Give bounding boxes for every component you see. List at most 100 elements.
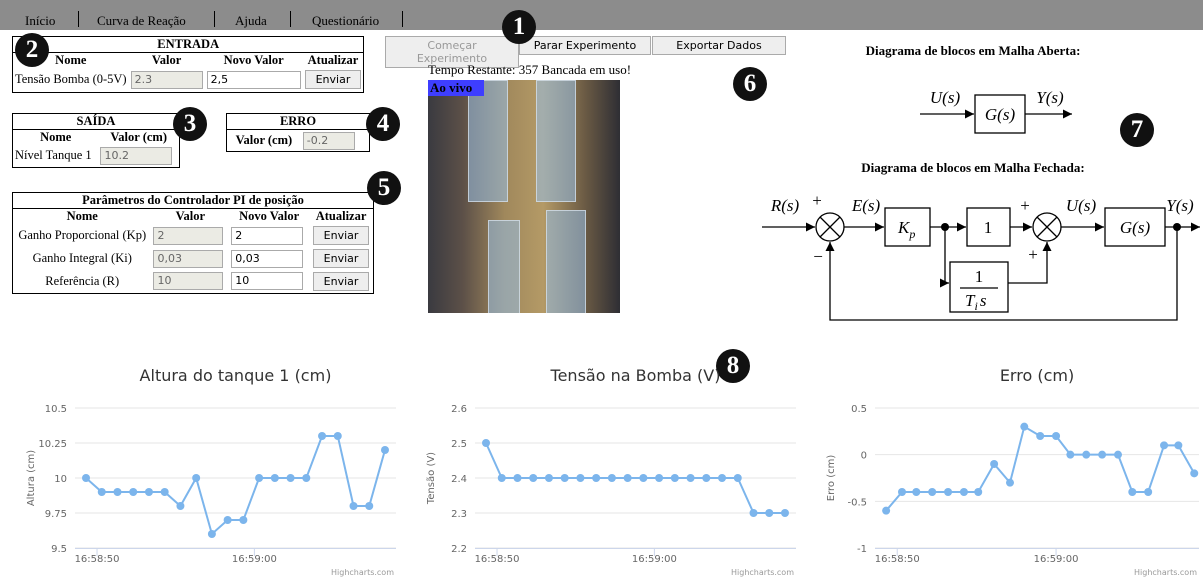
x-tick-label: 16:59:00: [632, 554, 677, 565]
x-tick-label: 16:59:00: [232, 554, 277, 565]
point: [576, 474, 584, 482]
page: Bancada { "menu": ["Início", "Curva de R…: [0, 0, 1203, 580]
value-field: 2: [153, 227, 223, 245]
header: Novo Valor: [229, 209, 309, 225]
video-detail: [536, 80, 576, 202]
value-field: 10.2: [100, 147, 172, 165]
branch-path: [945, 227, 949, 283]
status-message: Bancada em uso!: [542, 62, 632, 77]
header: Nome: [13, 209, 152, 225]
point: [145, 488, 153, 496]
point: [176, 502, 184, 510]
chart-title: Altura do tanque 1 (cm): [140, 366, 332, 385]
header: Novo Valor: [205, 53, 303, 69]
point: [734, 474, 742, 482]
table-title: ENTRADA: [13, 37, 364, 53]
point: [350, 502, 358, 510]
y-axis-title: Tensão (V): [426, 452, 437, 505]
header: Atualizar: [309, 209, 373, 225]
point: [671, 474, 679, 482]
send-button[interactable]: Enviar: [313, 226, 370, 245]
y-tick-label: 2.4: [451, 474, 467, 485]
point: [687, 474, 695, 482]
menu-item[interactable]: Curva de Reação: [97, 13, 186, 29]
point: [482, 439, 490, 447]
separator: [402, 11, 403, 27]
point: [960, 488, 968, 496]
node: [941, 223, 949, 231]
point: [639, 474, 647, 482]
send-button[interactable]: Enviar: [313, 272, 370, 291]
y-tick-label: 10: [54, 474, 67, 485]
cell: Ganho Integral (Ki): [13, 247, 152, 270]
header: Valor: [151, 209, 229, 225]
point: [882, 507, 890, 515]
signal-label: Y(s): [1166, 196, 1194, 215]
send-button[interactable]: Enviar: [305, 70, 362, 89]
signal-label: U(s): [930, 88, 961, 107]
y-tick-label: 2.3: [451, 509, 467, 520]
x-tick-label: 16:58:50: [475, 554, 520, 565]
point: [82, 474, 90, 482]
value-field: 0,03: [153, 250, 223, 268]
point: [208, 530, 216, 538]
fraction-numerator: 1: [975, 267, 984, 286]
badge: 3: [173, 107, 207, 141]
chart: Erro (cm)Erro (cm)-1-0.500.516:58:5016:5…: [800, 355, 1203, 580]
chart: Tensão na Bomba (V)Tensão (V)2.22.32.42.…: [400, 355, 800, 580]
point: [944, 488, 952, 496]
value-field: 10: [153, 272, 223, 290]
input-field[interactable]: 2: [231, 227, 303, 245]
point: [498, 474, 506, 482]
y-tick-label: 2.2: [451, 544, 467, 555]
badge: 2: [15, 33, 49, 67]
feedback-path: [830, 227, 1177, 320]
sign: +: [1020, 196, 1030, 215]
point: [1098, 451, 1106, 459]
sign: −: [813, 247, 823, 266]
send-button[interactable]: Enviar: [313, 249, 370, 268]
point: [381, 446, 389, 454]
point: [608, 474, 616, 482]
point: [561, 474, 569, 482]
value-field: 2.3: [131, 71, 203, 89]
point: [1144, 488, 1152, 496]
block-label: G(s): [985, 105, 1016, 124]
input-field[interactable]: 2,5: [207, 71, 301, 89]
input-field[interactable]: 0,03: [231, 250, 303, 268]
menu-item[interactable]: Ajuda: [235, 13, 267, 29]
block-label: Kp: [897, 218, 915, 241]
diagram-title: Diagrama de blocos em Malha Aberta:: [866, 43, 1081, 58]
point: [192, 474, 200, 482]
table-title: Parâmetros do Controlador PI de posição: [13, 193, 374, 209]
y-tick-label: -1: [857, 544, 867, 555]
body: Início Curva de Reação Ajuda Questionári…: [0, 0, 1203, 580]
point: [545, 474, 553, 482]
menu-item[interactable]: Questionário: [312, 13, 379, 29]
header: Valor: [129, 53, 205, 69]
input-field[interactable]: 10: [231, 272, 303, 290]
credits: Highcharts.com: [1134, 568, 1197, 577]
table-title: ERRO: [227, 114, 370, 130]
y-tick-label: 10.25: [38, 439, 67, 450]
x-tick-label: 16:58:50: [75, 554, 120, 565]
y-tick-label: 2.6: [451, 404, 467, 415]
y-tick-label: 10.5: [45, 404, 67, 415]
live-label: Ao vivo: [428, 80, 484, 96]
point: [655, 474, 663, 482]
badge: 5: [367, 171, 401, 205]
cell: Nível Tanque 1: [13, 145, 99, 167]
menu-item[interactable]: Início: [25, 13, 55, 29]
point: [271, 474, 279, 482]
stop-button[interactable]: Parar Experimento: [519, 36, 651, 55]
point: [702, 474, 710, 482]
y-tick-label: 9.75: [45, 509, 67, 520]
separator: [214, 11, 215, 27]
block-label-sub: p: [908, 227, 915, 241]
point: [1082, 451, 1090, 459]
point: [781, 509, 789, 517]
point: [334, 432, 342, 440]
status-seconds: 357: [519, 62, 539, 77]
y-tick-label: 0: [861, 451, 867, 462]
